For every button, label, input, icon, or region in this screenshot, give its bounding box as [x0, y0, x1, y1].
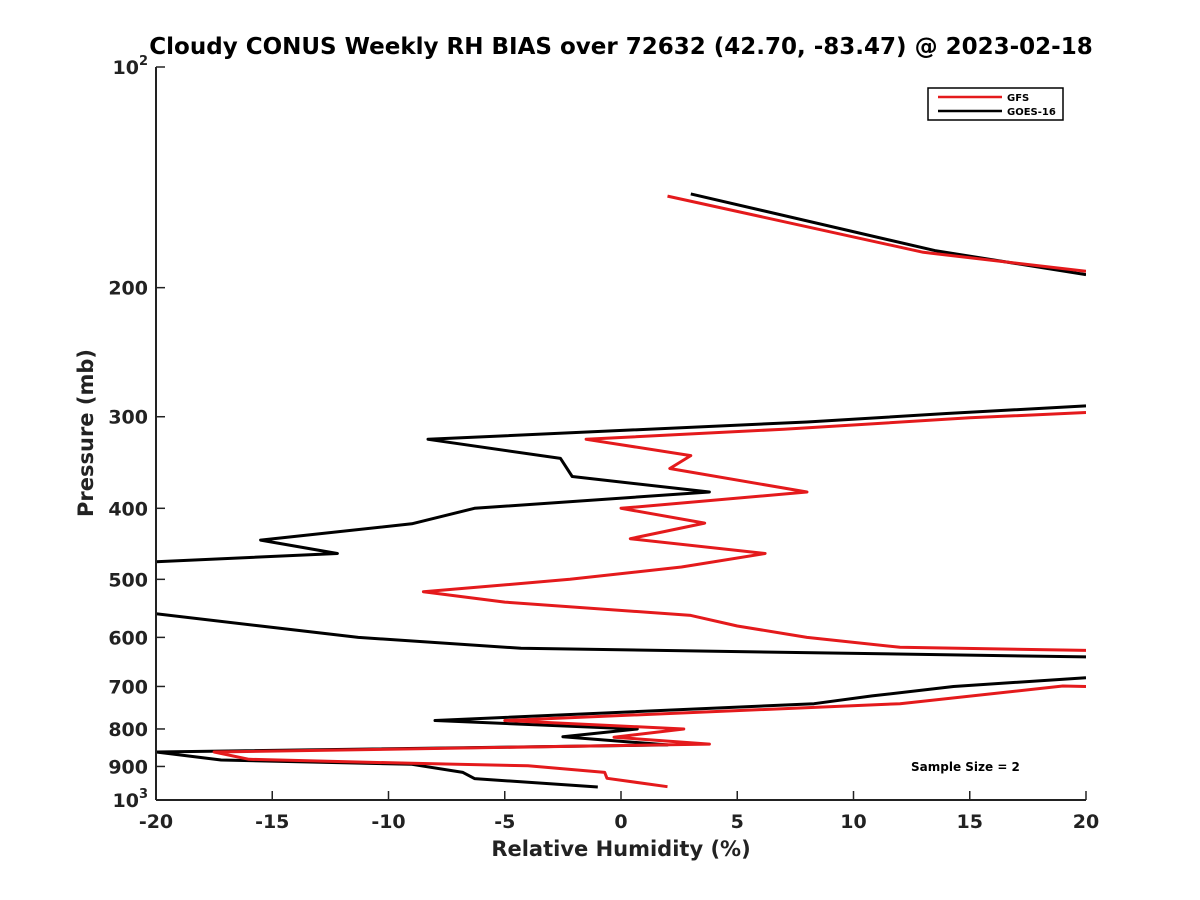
y-tick-label: 500: [108, 569, 148, 591]
x-tick-label: 10: [840, 811, 866, 833]
y-tick-label: 800: [108, 719, 148, 741]
y-axis-label: Pressure (mb): [74, 349, 98, 517]
x-tick-label: -15: [255, 811, 289, 833]
y-tick-label: 900: [108, 756, 148, 778]
y-tick-label: 300: [108, 407, 148, 429]
y-tick-label: 200: [108, 278, 148, 300]
y-tick-label: 600: [108, 627, 148, 649]
series-line-goes16: [156, 612, 1086, 659]
y-tick-label: 700: [108, 676, 148, 698]
y-tick-label: 102: [113, 54, 149, 79]
series-line-goes16: [156, 676, 1086, 789]
series-line-goes16: [156, 404, 1086, 564]
x-tick-label: -10: [371, 811, 405, 833]
x-axis-ticks: -20 -15 -10 -5 0 5 10 15 20: [139, 791, 1099, 833]
y-tick-label: 400: [108, 498, 148, 520]
chart-title: Cloudy CONUS Weekly RH BIAS over 72632 (…: [149, 34, 1092, 60]
series-line-gfs: [212, 684, 1086, 789]
plot-area: [156, 67, 1086, 800]
sample-size-annotation: Sample Size = 2: [911, 760, 1020, 774]
x-tick-label: 0: [614, 811, 627, 833]
series-line-gfs: [667, 194, 1086, 273]
y-axis-ticks: 102 200 300 400 500 600 700 800 900 103: [108, 54, 165, 812]
series-line-gfs: [421, 411, 1086, 652]
x-tick-label: 20: [1073, 811, 1099, 833]
x-tick-label: 5: [731, 811, 744, 833]
legend: GFS GOES-16: [927, 87, 1064, 121]
x-tick-label: 15: [957, 811, 983, 833]
legend-label-gfs: GFS: [1007, 93, 1029, 104]
legend-box: [927, 87, 1064, 121]
x-tick-label: -5: [494, 811, 515, 833]
y-tick-label: 103: [113, 787, 149, 812]
series-layer: [156, 192, 1086, 789]
legend-label-goes16: GOES-16: [1007, 107, 1056, 118]
x-tick-label: -20: [139, 811, 173, 833]
x-axis-label: Relative Humidity (%): [491, 837, 750, 861]
